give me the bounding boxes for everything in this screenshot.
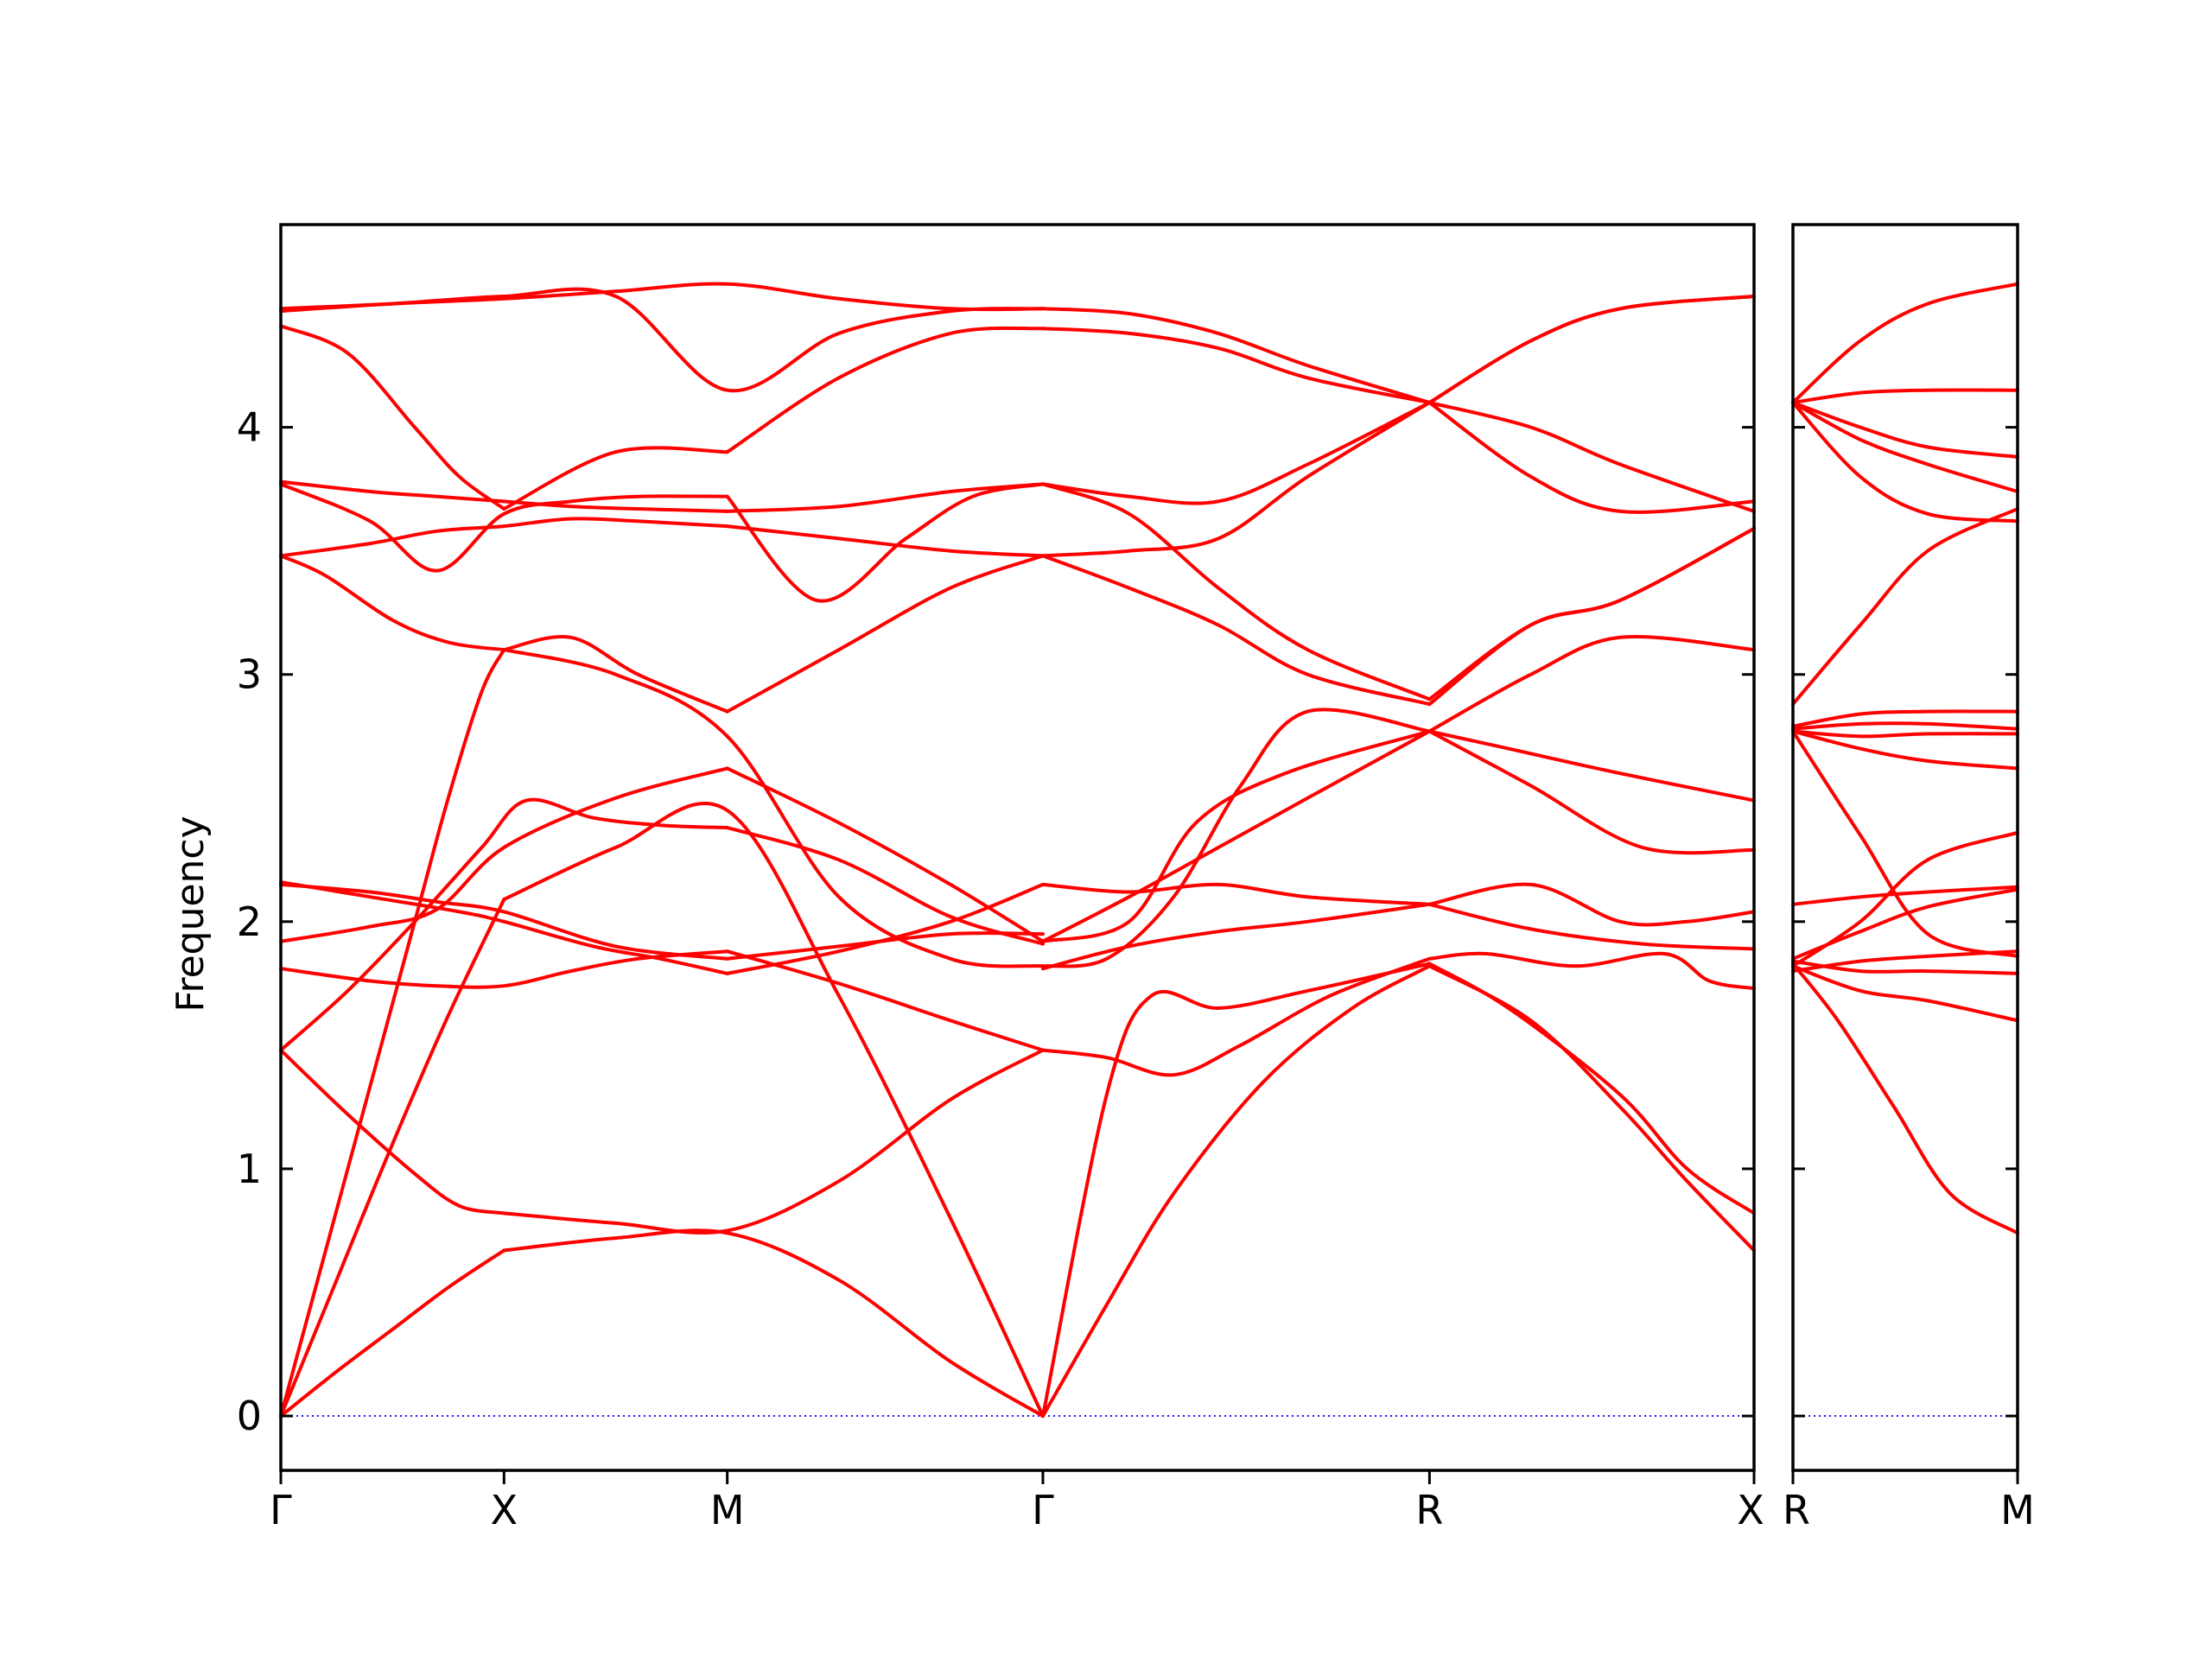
band-2-8	[1791, 729, 2019, 958]
band-1-44	[1427, 729, 1756, 803]
band-1-58	[1427, 295, 1756, 404]
band-1-55	[1041, 401, 1432, 505]
band-2-9	[1791, 729, 2019, 771]
band-1-4	[502, 802, 1045, 1419]
band-1-2	[502, 1228, 1045, 1419]
band-2-12	[1791, 709, 2019, 728]
y-tick-label-2: 2	[237, 898, 262, 945]
band-1-5	[279, 648, 506, 1419]
band-1-9	[279, 797, 729, 1052]
band-1-32	[279, 282, 1045, 314]
band-1-17	[279, 880, 729, 975]
band-1-18	[725, 882, 1045, 975]
x-tick-label-2-2: M	[2000, 1487, 2035, 1533]
band-2-2	[1791, 964, 2019, 1023]
band-1-47	[1041, 729, 1432, 943]
band-1-13	[279, 766, 729, 943]
band-1-24	[279, 482, 729, 573]
band-1-56	[1427, 401, 1756, 513]
band-1-39	[1041, 902, 1432, 971]
band-1-53	[1041, 401, 1432, 558]
band-1-54	[1427, 401, 1756, 514]
band-1-37	[1041, 956, 1432, 1077]
band-1-43	[1041, 708, 1432, 968]
band-1-36	[1427, 962, 1756, 1216]
band-1-23	[725, 524, 1045, 558]
band-1-35	[1041, 962, 1432, 1419]
band-1-15	[279, 882, 729, 961]
x-tick-label-1-2: X	[491, 1487, 518, 1533]
band-1-46	[1427, 882, 1756, 927]
y-tick-label-4: 4	[237, 404, 262, 451]
x-tick-label-1-4: Γ	[1032, 1487, 1054, 1533]
panel-1-frame	[279, 223, 1756, 1472]
band-1-40	[1427, 902, 1756, 951]
band-1-8	[502, 1048, 1045, 1235]
band-1-59	[1041, 307, 1432, 404]
band-2-17	[1791, 388, 2019, 404]
band-2-13	[1791, 507, 2019, 707]
y-tick-label-1: 1	[237, 1146, 262, 1192]
band-1-26	[279, 479, 729, 513]
band-1-42	[1427, 729, 1756, 855]
band-1-48	[1427, 634, 1756, 733]
band-1-3	[279, 898, 506, 1419]
band-1-16	[725, 931, 1045, 961]
x-tick-label-1-3: M	[710, 1487, 745, 1533]
band-2-14	[1791, 401, 2019, 524]
x-tick-label-1-5: R	[1415, 1487, 1443, 1533]
band-1-38	[1427, 951, 1756, 991]
band-1-52	[1427, 526, 1756, 701]
band-1-25	[725, 482, 1045, 603]
band-1-60	[1427, 295, 1756, 404]
band-1-29	[502, 446, 729, 511]
band-1-27	[725, 482, 1045, 513]
band-2-6	[1791, 885, 2019, 906]
panel-2-frame	[1791, 223, 2019, 1472]
band-2-16	[1791, 401, 2019, 459]
x-tick-label-2-1: R	[1783, 1487, 1810, 1533]
band-2-15	[1791, 401, 2019, 493]
band-2-1	[1791, 962, 2019, 1235]
x-tick-label-1-1: Γ	[270, 1487, 292, 1533]
x-tick-label-1-6: X	[1737, 1487, 1764, 1533]
band-1-51	[1041, 482, 1432, 701]
band-1-21	[725, 554, 1045, 714]
band-1-1	[279, 1248, 506, 1419]
band-2-18	[1791, 282, 2019, 404]
band-1-34	[1427, 964, 1756, 1253]
band-1-10	[725, 826, 1045, 946]
y-axis-label: Frequency	[168, 816, 213, 1012]
band-1-28	[279, 324, 506, 511]
y-tick-label-3: 3	[237, 651, 262, 698]
band-1-22	[279, 517, 729, 558]
band-1-14	[725, 766, 1045, 943]
band-2-10	[1791, 729, 2019, 739]
band-1-6	[502, 648, 1045, 968]
band-1-33	[1041, 964, 1432, 1419]
band-1-45	[1041, 882, 1432, 906]
band-1-57	[1041, 327, 1432, 404]
band-1-41	[1041, 729, 1432, 943]
band-2-11	[1791, 721, 2019, 731]
band-1-11	[279, 949, 729, 989]
y-tick-label-0: 0	[237, 1393, 262, 1439]
band-1-7	[279, 1048, 506, 1216]
band-1-20	[502, 634, 729, 714]
band-1-49	[1041, 554, 1432, 707]
bands-layer	[279, 282, 2019, 1419]
band-1-19	[279, 554, 506, 652]
band-1-30	[725, 326, 1045, 454]
band-2-7	[1791, 830, 2019, 968]
